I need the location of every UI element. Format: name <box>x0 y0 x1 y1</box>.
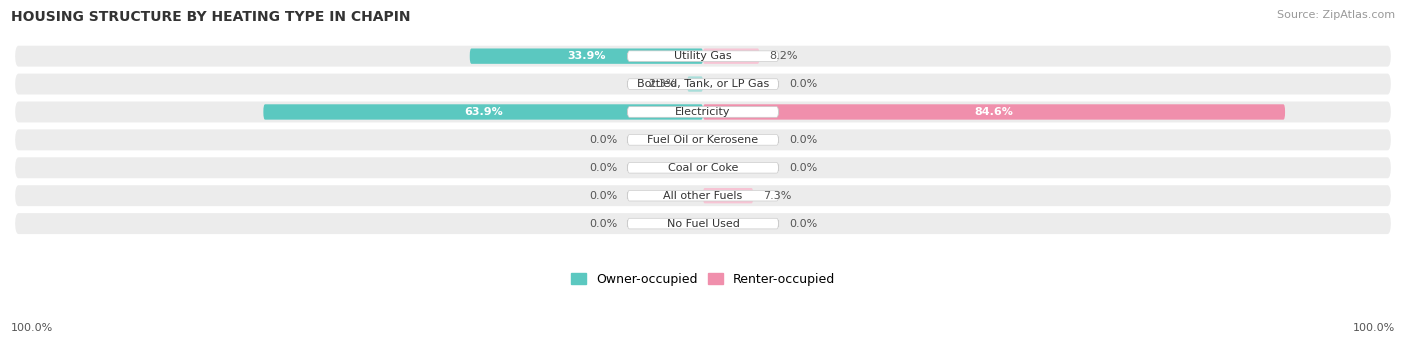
Text: Utility Gas: Utility Gas <box>675 51 731 61</box>
FancyBboxPatch shape <box>688 76 703 92</box>
FancyBboxPatch shape <box>15 185 1391 206</box>
FancyBboxPatch shape <box>627 79 779 89</box>
FancyBboxPatch shape <box>263 104 703 120</box>
FancyBboxPatch shape <box>15 46 1391 67</box>
Text: 0.0%: 0.0% <box>789 219 817 228</box>
Text: 100.0%: 100.0% <box>1353 323 1395 333</box>
Legend: Owner-occupied, Renter-occupied: Owner-occupied, Renter-occupied <box>571 273 835 286</box>
FancyBboxPatch shape <box>627 190 779 201</box>
FancyBboxPatch shape <box>703 104 1285 120</box>
FancyBboxPatch shape <box>15 130 1391 150</box>
Text: Bottled, Tank, or LP Gas: Bottled, Tank, or LP Gas <box>637 79 769 89</box>
Text: 0.0%: 0.0% <box>789 135 817 145</box>
Text: No Fuel Used: No Fuel Used <box>666 219 740 228</box>
FancyBboxPatch shape <box>703 188 754 203</box>
Text: 100.0%: 100.0% <box>11 323 53 333</box>
Text: 0.0%: 0.0% <box>789 79 817 89</box>
FancyBboxPatch shape <box>627 163 779 173</box>
Text: 0.0%: 0.0% <box>589 163 617 173</box>
Text: Electricity: Electricity <box>675 107 731 117</box>
FancyBboxPatch shape <box>627 218 779 229</box>
FancyBboxPatch shape <box>15 213 1391 234</box>
FancyBboxPatch shape <box>627 51 779 62</box>
Text: 0.0%: 0.0% <box>589 135 617 145</box>
Text: Fuel Oil or Kerosene: Fuel Oil or Kerosene <box>647 135 759 145</box>
Text: 8.2%: 8.2% <box>769 51 799 61</box>
FancyBboxPatch shape <box>15 157 1391 178</box>
Text: 0.0%: 0.0% <box>789 163 817 173</box>
Text: 2.3%: 2.3% <box>648 79 676 89</box>
Text: Coal or Coke: Coal or Coke <box>668 163 738 173</box>
Text: 0.0%: 0.0% <box>589 191 617 201</box>
Text: 7.3%: 7.3% <box>763 191 792 201</box>
FancyBboxPatch shape <box>627 135 779 145</box>
FancyBboxPatch shape <box>470 49 703 64</box>
FancyBboxPatch shape <box>627 107 779 117</box>
FancyBboxPatch shape <box>703 49 759 64</box>
Text: 63.9%: 63.9% <box>464 107 502 117</box>
Text: 33.9%: 33.9% <box>567 51 606 61</box>
Text: 84.6%: 84.6% <box>974 107 1014 117</box>
Text: All other Fuels: All other Fuels <box>664 191 742 201</box>
FancyBboxPatch shape <box>15 102 1391 122</box>
Text: Source: ZipAtlas.com: Source: ZipAtlas.com <box>1277 10 1395 20</box>
Text: HOUSING STRUCTURE BY HEATING TYPE IN CHAPIN: HOUSING STRUCTURE BY HEATING TYPE IN CHA… <box>11 10 411 24</box>
Text: 0.0%: 0.0% <box>589 219 617 228</box>
FancyBboxPatch shape <box>15 73 1391 95</box>
